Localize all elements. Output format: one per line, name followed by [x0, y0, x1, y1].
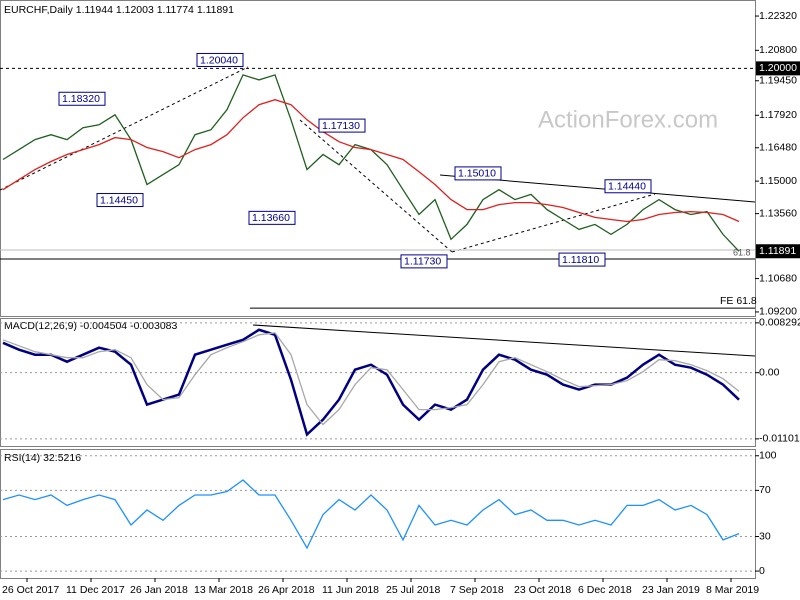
- y-tick-label: 1.10680: [759, 272, 797, 284]
- y-tick-label: 1.22320: [759, 10, 797, 22]
- price-annotation-box: [400, 254, 448, 269]
- y-tick-label: 1.09200: [759, 306, 797, 318]
- x-tick-label: 23 Oct 2018: [514, 584, 571, 596]
- x-tick-label: 6 Dec 2018: [578, 584, 632, 596]
- macd-title: MACD(12,26,9) -0.004504 -0.003083: [4, 320, 178, 332]
- fe-label: FE 61.8: [720, 295, 757, 307]
- last-price-box: [756, 244, 800, 259]
- y-tick-label: 1.17920: [759, 109, 797, 121]
- price-annotation: 1.20040: [200, 54, 238, 66]
- y-tick-label: 1.13560: [759, 207, 797, 219]
- price-annotation-box: [318, 118, 366, 133]
- price-panel: [0, 0, 756, 317]
- price-annotation: 1.11730: [404, 256, 441, 268]
- level-box: [756, 61, 800, 76]
- price-annotation-box: [604, 179, 652, 194]
- watermark: ActionForex.com: [538, 106, 718, 133]
- price-annotation-box: [454, 166, 502, 181]
- y-tick-label: 0.00: [759, 366, 780, 378]
- price-annotation-box: [96, 193, 144, 208]
- x-tick-label: 26 Apr 2018: [258, 584, 315, 596]
- series-line: [2, 99, 740, 223]
- x-tick-label: 23 Jan 2019: [642, 584, 700, 596]
- x-tick-label: 13 Mar 2018: [194, 584, 253, 596]
- price-annotation-box: [248, 210, 296, 225]
- price-annotation: 1.15010: [458, 168, 496, 180]
- y-tick-label: 0.008292: [759, 317, 800, 329]
- x-tick-label: 8 Mar 2019: [706, 584, 759, 596]
- price-annotation: 1.13660: [252, 212, 290, 224]
- price-annotation: 1.14440: [608, 181, 646, 193]
- chart-title: EURCHF,Daily 1.11944 1.12003 1.11774 1.1…: [4, 4, 234, 16]
- x-tick-label: 26 Jan 2018: [130, 584, 188, 596]
- y-tick-label: 100: [759, 450, 777, 462]
- fe-mark-label: 61.8: [733, 248, 751, 258]
- y-tick-label: 70: [759, 484, 771, 496]
- x-tick-label: 25 Jul 2018: [386, 584, 440, 596]
- price-annotation-box: [558, 252, 606, 267]
- rsi-panel: [0, 449, 756, 579]
- series-line: [2, 332, 740, 426]
- macd-panel: [0, 318, 756, 447]
- x-tick-label: 7 Sep 2018: [450, 584, 504, 596]
- rsi-title: RSI(14) 32.5216: [4, 452, 81, 464]
- x-tick-label: 26 Oct 2017: [2, 584, 59, 596]
- y-tick-label: 30: [759, 530, 771, 542]
- price-annotation-box: [196, 52, 244, 67]
- y-tick-label: 0: [759, 565, 765, 577]
- level-label: 1.20000: [759, 62, 797, 74]
- series-line: [2, 328, 740, 437]
- y-tick-label: 1.20800: [759, 44, 797, 56]
- y-tick-label: 1.19450: [759, 75, 797, 87]
- price-annotation: 1.14450: [100, 194, 138, 206]
- macd-trendline: [252, 324, 756, 357]
- series-line: [2, 479, 740, 550]
- x-tick-label: 11 Jun 2018: [322, 584, 379, 596]
- x-tick-label: 11 Dec 2017: [66, 584, 125, 596]
- price-annotation: 1.11810: [562, 254, 599, 266]
- last-price-label: 1.11891: [759, 245, 796, 257]
- price-annotation: 1.17130: [322, 120, 360, 132]
- y-tick-label: -0.011015: [759, 433, 800, 445]
- price-annotation-box: [58, 91, 106, 106]
- y-tick-label: 1.16480: [759, 142, 797, 154]
- price-annotation: 1.18320: [62, 93, 100, 105]
- y-tick-label: 1.15000: [759, 175, 797, 187]
- trendline: [451, 193, 656, 253]
